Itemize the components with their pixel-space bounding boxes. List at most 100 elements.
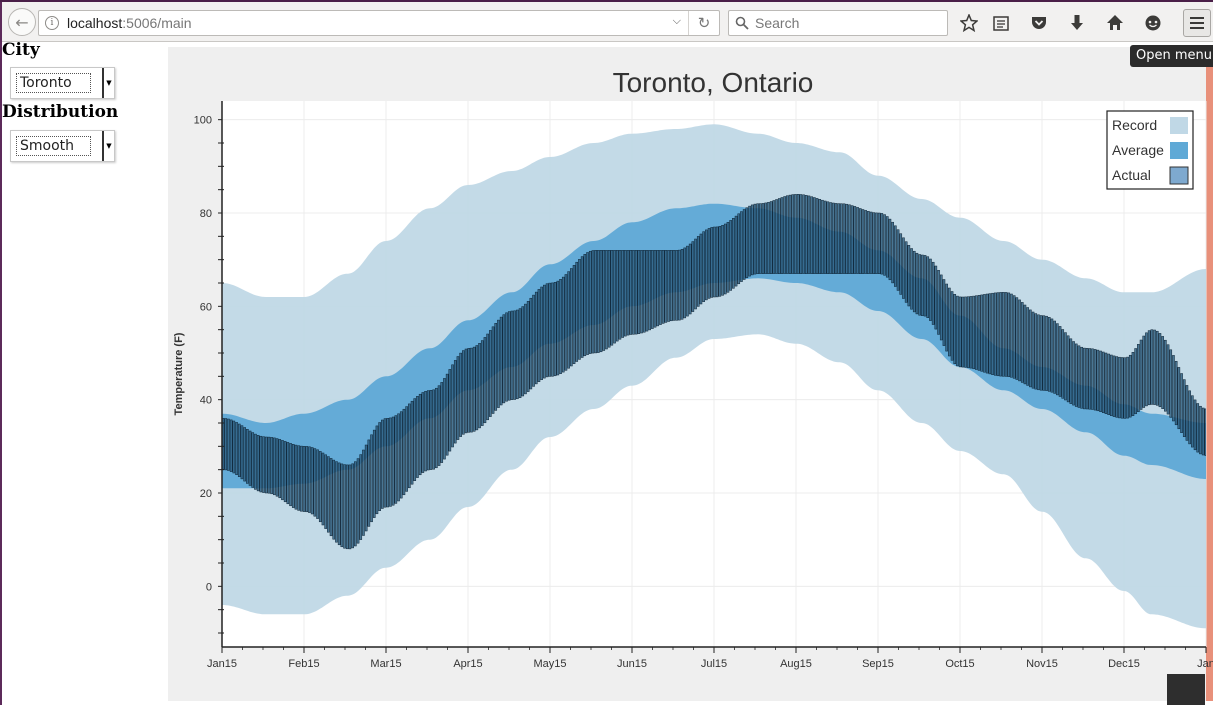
actual-bar (1047, 317, 1051, 392)
actual-bar (691, 241, 695, 312)
actual-bar (775, 199, 778, 274)
actual-bar (993, 292, 997, 376)
open-menu-button[interactable] (1183, 9, 1211, 37)
actual-bar (850, 205, 854, 274)
actual-bar (572, 265, 576, 364)
actual-bar (942, 279, 946, 346)
actual-bar (397, 413, 400, 502)
legend-swatch-record (1170, 117, 1188, 134)
actual-bar (834, 203, 838, 274)
actual-bar (259, 435, 263, 493)
actual-bar (799, 194, 803, 274)
reading-list-icon[interactable] (990, 12, 1012, 34)
reload-button[interactable]: ↻ (688, 11, 719, 35)
actual-bar (902, 237, 905, 299)
downloads-icon[interactable] (1066, 12, 1088, 34)
actual-bar (664, 250, 668, 323)
actual-bar (480, 340, 484, 426)
actual-bar (710, 227, 714, 298)
city-select[interactable]: Toronto ▼ (10, 67, 115, 99)
info-icon[interactable]: i (45, 16, 59, 30)
actual-bar (489, 330, 492, 417)
actual-bar (300, 445, 303, 512)
actual-bar (594, 250, 597, 354)
back-button[interactable]: ← (8, 8, 36, 36)
actual-bar (545, 283, 549, 378)
url-bar[interactable]: i localhost:5006/main ⌵ ↻ (38, 10, 720, 36)
actual-bar (732, 218, 735, 289)
actual-bar (567, 271, 570, 369)
search-input[interactable]: Search (728, 10, 948, 36)
actual-bar (599, 250, 603, 353)
actual-bar (559, 279, 562, 374)
actual-bar (1093, 349, 1097, 411)
actual-bar (575, 261, 579, 362)
actual-bar (578, 259, 581, 360)
actual-bar (467, 348, 471, 433)
actual-bar (1131, 352, 1135, 416)
open-menu-tooltip: Open menu (1130, 45, 1213, 67)
actual-bar (1058, 326, 1062, 397)
y-tick-label: 0 (206, 581, 212, 593)
actual-bar (699, 233, 703, 305)
distribution-select[interactable]: Smooth ▼ (10, 130, 115, 162)
pocket-icon[interactable] (1028, 12, 1050, 34)
actual-bar (227, 418, 230, 471)
actual-bar (915, 252, 919, 315)
actual-bar (421, 392, 425, 473)
actual-bar (659, 250, 662, 325)
actual-bar (991, 292, 994, 375)
actual-bar (472, 346, 476, 432)
actual-bar (853, 206, 857, 274)
actual-bar (335, 461, 338, 543)
actual-bar (813, 197, 816, 274)
actual-bar (1010, 293, 1013, 378)
actual-bar (759, 203, 762, 274)
actual-bar (440, 382, 444, 463)
actual-bar (715, 226, 719, 298)
actual-bar (634, 250, 638, 335)
x-tick-label: Dec15 (1108, 658, 1140, 670)
bookmark-star-icon[interactable] (958, 12, 980, 34)
actual-bar (418, 393, 422, 476)
actual-bar (556, 280, 560, 376)
actual-bar (316, 449, 319, 519)
actual-bar (740, 211, 743, 282)
actual-bar (737, 213, 741, 285)
actual-bar (240, 425, 244, 480)
temperature-chart[interactable]: Toronto, Ontario 0 20 40 60 80 100 Jan15 Feb15 M… (168, 47, 1213, 701)
hamburger-icon-line (1190, 22, 1204, 24)
actual-bar (1085, 348, 1089, 410)
actual-bar (1137, 344, 1140, 412)
actual-bar (907, 245, 911, 307)
actual-bar (232, 420, 236, 474)
chat-icon[interactable] (1142, 12, 1164, 34)
actual-bar (713, 226, 716, 298)
actual-bar (1142, 335, 1146, 408)
actual-bar (883, 214, 886, 276)
hamburger-icon-line (1190, 17, 1204, 19)
actual-bar (445, 373, 449, 456)
actual-bar (1158, 333, 1162, 408)
actual-bar (1169, 349, 1173, 418)
city-label: City (2, 40, 40, 60)
actual-bar (1053, 320, 1056, 394)
x-tick-label: Sep15 (862, 658, 894, 670)
actual-bar (1029, 309, 1032, 388)
actual-bar (718, 226, 722, 297)
home-icon[interactable] (1104, 12, 1126, 34)
actual-bar (1004, 292, 1008, 377)
actual-bar (678, 249, 681, 321)
actual-bar (451, 364, 454, 448)
actual-bar (1002, 292, 1005, 377)
actual-bar (1056, 323, 1059, 396)
actual-bar (656, 250, 660, 327)
actual-bar (877, 212, 881, 274)
actual-bar (483, 337, 487, 424)
x-tick-label: Nov15 (1026, 658, 1058, 670)
actual-bar (580, 256, 584, 358)
actual-bar (605, 250, 608, 350)
actual-bar (661, 250, 665, 324)
distribution-label: Distribution (2, 102, 119, 122)
chevron-down-icon[interactable]: ⌵ (672, 14, 681, 27)
